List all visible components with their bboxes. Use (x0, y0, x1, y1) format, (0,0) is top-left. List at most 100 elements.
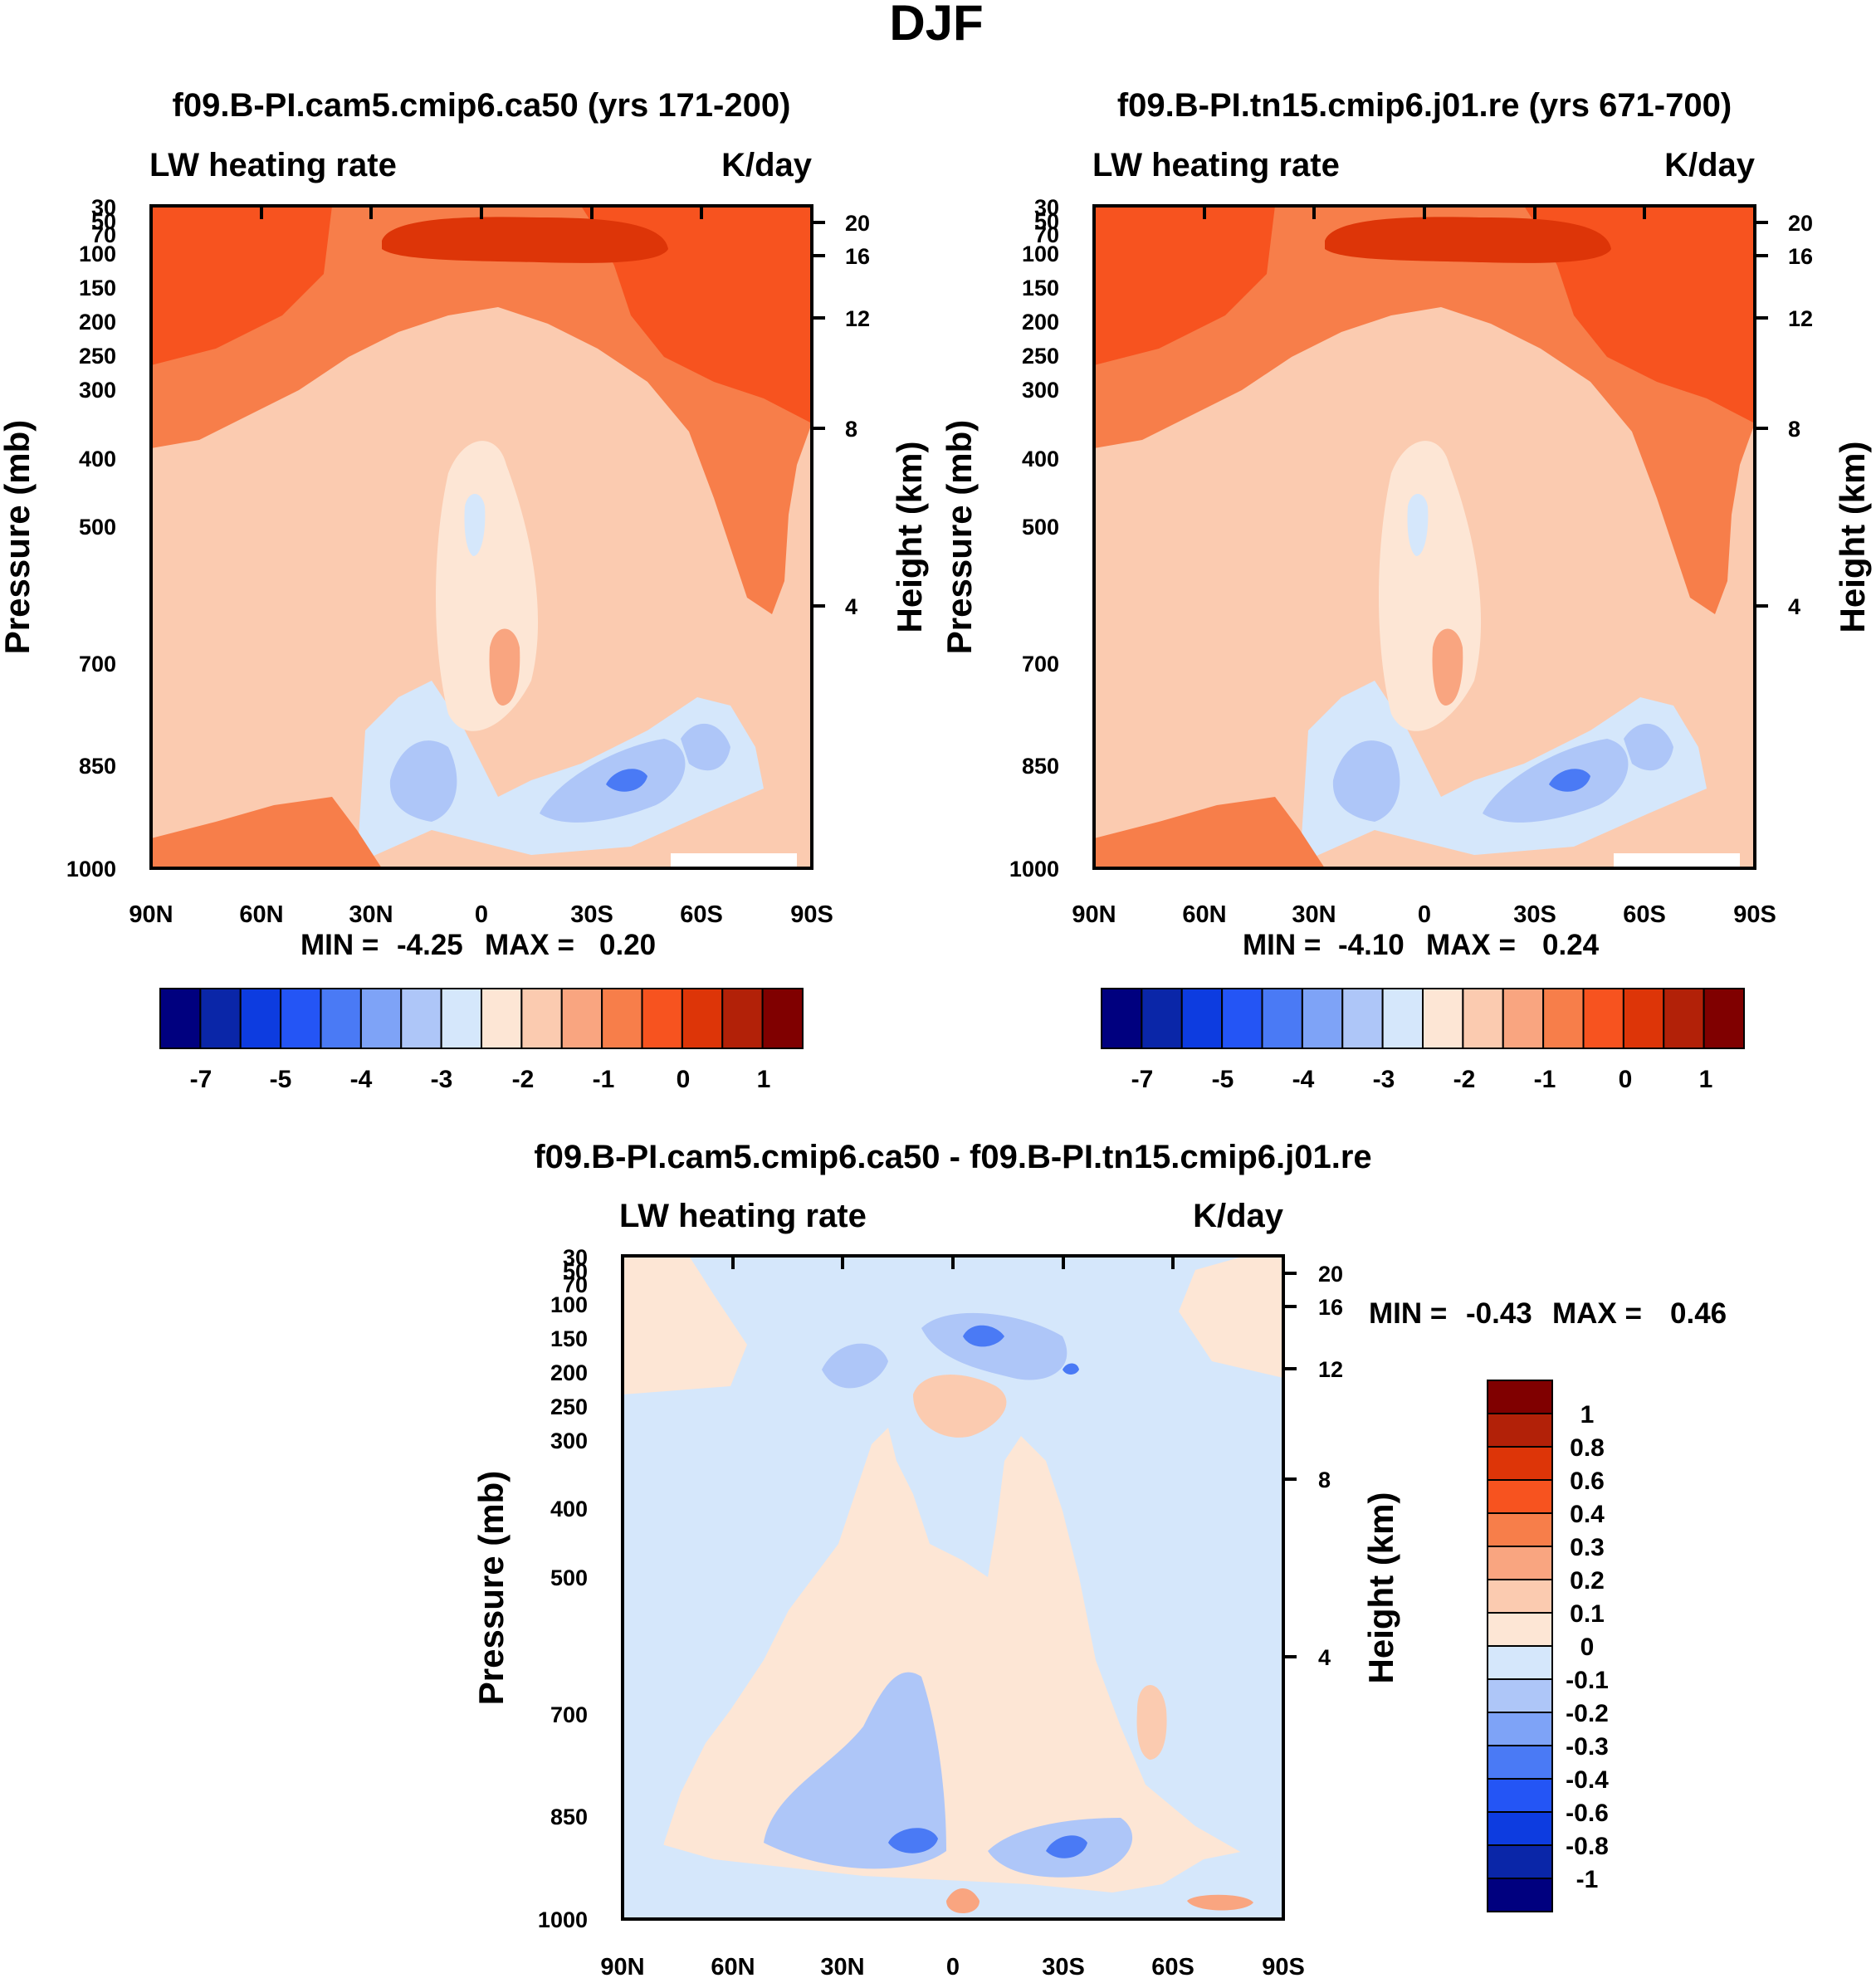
panel-3-cb-label: -0.3 (1566, 1733, 1609, 1761)
colorbar-swatch (1502, 988, 1545, 1049)
panel-2-minmax: MIN = -4.10 MAX = 0.24 (1243, 929, 1600, 961)
panel-3-cb-label: -0.8 (1566, 1833, 1609, 1860)
panel-3-band-neg-wide (623, 1256, 1283, 1909)
panel-3-cb-label: -1 (1576, 1866, 1599, 1893)
panel-1-band-tropic-orange (489, 628, 520, 706)
panel-2-x-tick: 90N (1072, 901, 1116, 928)
colorbar-swatch (1141, 988, 1183, 1049)
panel-2-height-label: Height (km) (1833, 442, 1872, 633)
colorbar-swatch (1487, 1446, 1553, 1481)
colorbar-swatch (1487, 1778, 1553, 1813)
panel-2-band-peak (1325, 217, 1611, 263)
panel-3-height-tick: 20 (1318, 1262, 1343, 1287)
panel-2-height-axis: 20 16 12 8 4 Height (km) (1788, 211, 1872, 633)
colorbar-swatch (721, 988, 764, 1049)
panel-3-cb-label: -0.2 (1566, 1700, 1609, 1727)
panel-2-cb-label: -2 (1453, 1066, 1476, 1093)
panel-1-x-axis: 90N 60N 30N 0 30S 60S 90S (129, 901, 833, 928)
panel-3-x-tick: 90N (600, 1954, 644, 1978)
panel-3-y-tick: 250 (550, 1394, 588, 1419)
colorbar-swatch (481, 988, 523, 1049)
panel-1-x-tick: 30N (349, 901, 393, 928)
panel-2-colorbar (1101, 988, 1745, 1049)
colorbar-swatch (1462, 988, 1504, 1049)
colorbar-swatch (1381, 988, 1424, 1049)
panel-1-y-tick: 30 (91, 195, 116, 220)
panel-3-cb-label: -0.6 (1566, 1800, 1609, 1827)
colorbar-swatch (1261, 988, 1303, 1049)
colorbar-swatch (1487, 1579, 1553, 1614)
panel-1-cb-label: 1 (757, 1066, 771, 1093)
panel-2-y-tick: 30 (1034, 195, 1059, 220)
panel-1-cb-label: 0 (677, 1066, 691, 1093)
panel-2-y-tick: 100 (1022, 242, 1059, 266)
panel-3-band-neg-lower (623, 1826, 1283, 1919)
panel-1-height-tick: 8 (845, 417, 857, 442)
panel-3-x-tick: 60N (711, 1954, 755, 1978)
panel-3-field (623, 1256, 1283, 1919)
colorbar-swatch (1221, 988, 1263, 1049)
panel-2-units-label: K/day (1664, 147, 1756, 183)
panel-1-x-tick: 60S (680, 901, 723, 928)
panel-2-frame-ticks (1203, 206, 1768, 608)
panel-2-cb-label: -5 (1212, 1066, 1234, 1093)
panel-1-height-label: Height (km) (890, 442, 929, 633)
panel-2: f09.B-PI.tn15.cmip6.j01.re (yrs 671-700)… (940, 87, 1872, 1093)
panel-2-y-tick: 200 (1022, 310, 1059, 335)
panel-2-x-tick: 30S (1513, 901, 1556, 928)
panel-3-height-axis: 20 16 12 8 4 Height (km) (1318, 1262, 1400, 1684)
panel-1-band-peak (382, 217, 668, 263)
panel-1-height-axis: 20 16 12 8 4 Height (km) (845, 211, 929, 633)
panel-1-y-tick: 200 (79, 310, 116, 335)
panel-1-missing (671, 853, 797, 868)
panel-2-x-tick: 60N (1182, 901, 1226, 928)
colorbar-swatch (1487, 1678, 1553, 1713)
panel-2-x-tick: 30N (1292, 901, 1336, 928)
panel-2-cb-label: -1 (1534, 1066, 1556, 1093)
colorbar-swatch (641, 988, 683, 1049)
panel-3-left-label: LW heating rate (619, 1198, 867, 1234)
panel-3-x-tick: 0 (946, 1954, 960, 1978)
panel-3-y-tick: 150 (550, 1326, 588, 1351)
panel-3-y-tick: 700 (550, 1702, 588, 1727)
panel-2-max-value: 0.24 (1542, 929, 1600, 961)
panel-2-left-label: LW heating rate (1092, 147, 1340, 183)
colorbar-swatch (1301, 988, 1344, 1049)
panel-2-height-tick: 4 (1788, 594, 1800, 619)
panel-3-cb-label: 0.3 (1570, 1534, 1605, 1561)
panel-1-y-tick: 700 (79, 652, 116, 676)
colorbar-swatch (761, 988, 804, 1049)
panel-1-height-tick: 20 (845, 211, 870, 236)
panel-3-cb-label: -0.1 (1566, 1667, 1609, 1694)
panel-3-x-tick: 30N (820, 1954, 864, 1978)
panel-3-x-tick: 30S (1042, 1954, 1085, 1978)
panel-3-y-label: Pressure (mb) (471, 1471, 511, 1705)
panel-1-minmax: MIN = -4.25 MAX = 0.20 (300, 929, 656, 961)
panel-3-frame-ticks (731, 1256, 1297, 1658)
colorbar-swatch (1487, 1380, 1553, 1414)
panel-2-y-tick: 50 (1034, 209, 1059, 234)
panel-1-y-tick: 250 (79, 344, 116, 369)
panel-2-y-tick: 250 (1022, 344, 1059, 369)
panel-2-band-neg3 (1549, 769, 1590, 792)
panel-1: f09.B-PI.cam5.cmip6.ca50 (yrs 171-200) L… (0, 87, 929, 1093)
panel-2-x-tick: 90S (1733, 901, 1776, 928)
panel-3-y-tick: 30 (563, 1245, 588, 1270)
panel-1-max-value: 0.20 (599, 929, 656, 961)
panel-1-cb-label: -5 (270, 1066, 292, 1093)
panel-1-units-label: K/day (721, 147, 813, 183)
colorbar-swatch (1487, 1878, 1553, 1912)
colorbar-swatch (359, 988, 403, 1049)
panel-1-x-tick: 30S (570, 901, 613, 928)
panel-2-y-tick: 70 (1034, 222, 1059, 247)
colorbar-swatch (320, 988, 362, 1049)
panel-3-cb-label: -0.4 (1566, 1766, 1609, 1794)
colorbar-swatch (1487, 1479, 1553, 1514)
panel-3-band-neg3-b (888, 1828, 1087, 1858)
colorbar-swatch (681, 988, 724, 1049)
panel-2-y-tick: 150 (1022, 276, 1059, 300)
colorbar-swatch (199, 988, 242, 1049)
panel-3-y-tick: 100 (550, 1292, 588, 1317)
panel-3-height-tick: 4 (1318, 1645, 1331, 1670)
